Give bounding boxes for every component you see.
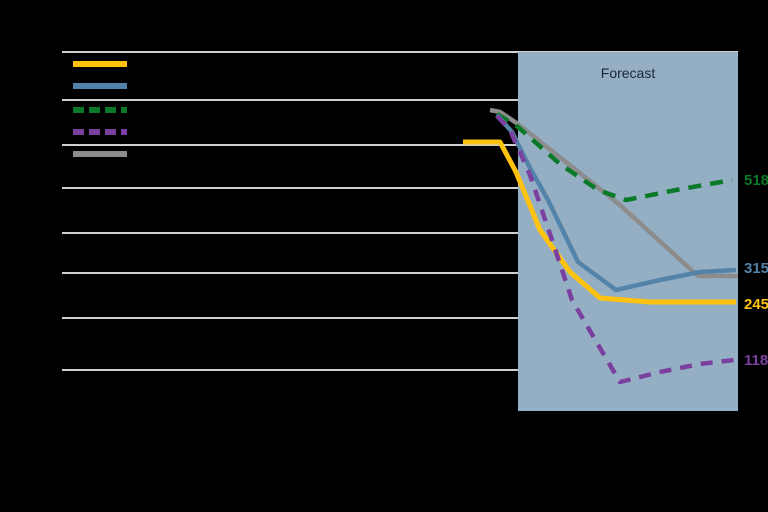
end-label-blue: 315 <box>744 260 768 277</box>
series-line-purple <box>495 114 735 385</box>
chart-legend <box>73 61 127 157</box>
forecast-band <box>518 52 738 411</box>
series-line-gold <box>463 139 736 305</box>
series-line-gray <box>489 107 738 279</box>
series-line-blue <box>495 113 737 293</box>
series-line-green <box>495 112 733 203</box>
end-label-green: 518 <box>744 172 768 189</box>
end-label-gold: 245 <box>744 296 768 313</box>
forecast-band-label: Forecast <box>601 65 656 81</box>
end-label-purple: 118 <box>744 352 768 369</box>
